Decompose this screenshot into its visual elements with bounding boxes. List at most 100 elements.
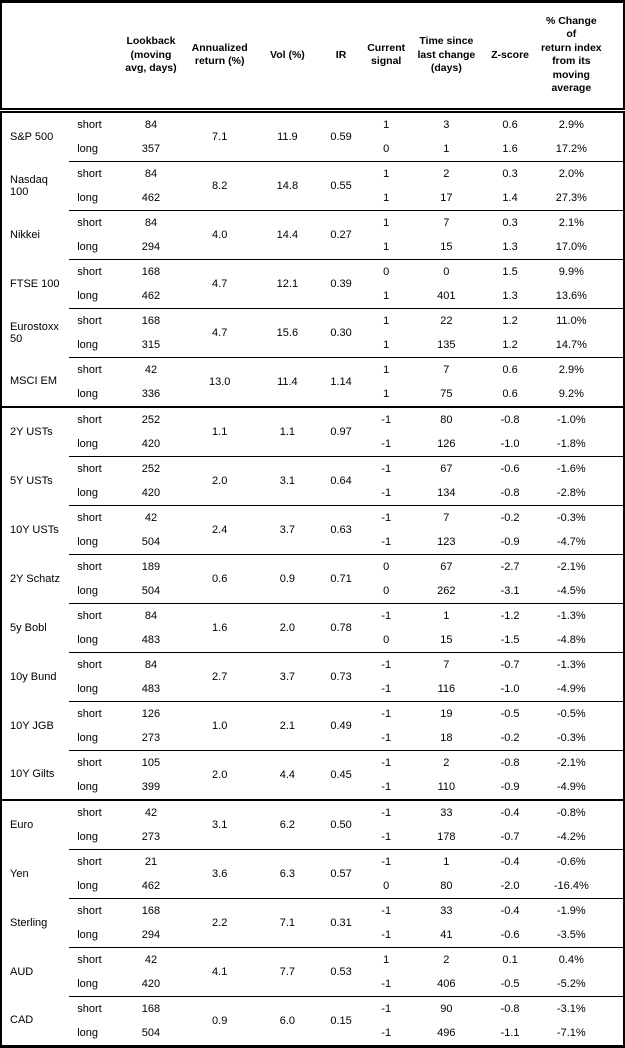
asset-row-long: long 273 -1 18 -0.2 -0.3%	[1, 726, 624, 751]
vol-value: 6.3	[254, 848, 320, 899]
annualized-return-value: 0.6	[184, 553, 255, 604]
z-score-value: 0.3	[482, 160, 538, 186]
asset-row-short: 10Y Gilts short 105 2.0 4.4 0.45 -1 2 -0.8 -2.1%	[1, 749, 624, 800]
asset-row-short: 10Y JGB short 126 1.0 2.1 0.49 -1 19 -0.5 -0.5%	[1, 700, 624, 751]
lookback-value: 252	[117, 455, 185, 481]
time-since-change-value: 17	[440, 191, 453, 204]
annualized-return-value: 2.4	[184, 504, 255, 555]
row-type-label: short	[69, 946, 118, 972]
pct-change-value: -2.1%	[537, 749, 624, 775]
row-type-label: short	[69, 356, 118, 382]
asset-row-short: 2Y Schatz short 189 0.6 0.9 0.71 0 67 -2.7 -2.1%	[1, 553, 624, 604]
time-since-change-value: 262	[437, 584, 456, 597]
z-score-value: -1.0	[500, 437, 520, 450]
time-since-change-value: 80	[410, 405, 483, 432]
row-type-label: long	[77, 879, 99, 892]
lookback-value: 420	[141, 977, 161, 990]
asset-column-header	[1, 1, 70, 113]
current-signal-value: -1	[362, 700, 411, 726]
time-since-change-value: 33	[410, 798, 483, 825]
row-type-label: short	[69, 749, 118, 775]
current-signal-value: -1	[381, 928, 392, 941]
vol-value: 4.4	[254, 749, 320, 800]
ir-value: 0.97	[319, 405, 363, 457]
asset-row-short: 2Y USTs short 252 1.1 1.1 0.97 -1 80 -0.8 -1.0%	[1, 405, 624, 457]
annualized-return-value: 13.0	[184, 356, 255, 407]
ir-value: 0.64	[319, 455, 363, 506]
lookback-value: 84	[117, 209, 185, 235]
header-row: Lookback (moving avg, days) Annualized re…	[1, 1, 624, 113]
asset-row-short: MSCI EM short 42 13.0 11.4 1.14 1 7 0.6 2.9%	[1, 356, 624, 407]
asset-name: AUD	[10, 965, 34, 978]
pct-change-value: -4.2%	[556, 830, 586, 843]
asset-row-short: Nasdaq 100 short 84 8.2 14.8 0.55 1 2 0.3 2.0%	[1, 160, 624, 211]
annualized-return-value: 1.6	[184, 602, 255, 653]
pct-change-value: -4.9%	[556, 780, 586, 793]
z-score-value: -0.9	[500, 780, 520, 793]
vol-value: 1.1	[254, 405, 320, 457]
pct-change-value: -1.3%	[537, 651, 624, 677]
pct-change-value: -2.1%	[537, 553, 624, 579]
vol-value: 2.0	[254, 602, 320, 653]
vol-value: 14.4	[254, 209, 320, 260]
ir-header: IR	[319, 1, 363, 113]
vol-value: 14.8	[254, 160, 320, 211]
pct-change-value: -3.5%	[556, 928, 586, 941]
asset-name: MSCI EM	[10, 375, 58, 388]
lookback-value: 483	[141, 633, 161, 646]
time-since-change-value: 134	[437, 486, 456, 499]
lookback-value: 168	[117, 897, 185, 923]
current-signal-value: 1	[362, 160, 411, 186]
pct-change-value: -7.1%	[556, 1026, 586, 1039]
asset-row-short: Euro short 42 3.1 6.2 0.50 -1 33 -0.4 -0.8%	[1, 798, 624, 850]
time-since-change-value: 18	[440, 731, 453, 744]
ir-value: 0.53	[319, 946, 363, 997]
row-type-label: short	[69, 798, 118, 825]
pct-change-value: -0.3%	[537, 504, 624, 530]
asset-name: Nasdaq 100	[10, 173, 48, 198]
time-since-change-value: 406	[437, 977, 456, 990]
time-since-change-value: 178	[437, 830, 456, 843]
asset-name: 10Y Gilts	[10, 768, 55, 781]
z-score-value: -0.9	[500, 535, 520, 548]
lookback-value: 252	[117, 405, 185, 432]
time-since-change-value: 3	[443, 118, 450, 131]
vol-value: 3.7	[254, 504, 320, 555]
lookback-value: 168	[117, 258, 185, 284]
vol-value: 6.0	[254, 995, 320, 1047]
time-since-change-value: 15	[440, 240, 453, 253]
current-signal-value: -1	[381, 682, 392, 695]
lookback-value: 105	[117, 749, 185, 775]
lookback-value: 504	[141, 535, 161, 548]
asset-row-long: long 483 0 15 -1.5 -4.8%	[1, 628, 624, 653]
pct-change-value: -4.5%	[556, 584, 586, 597]
asset-row-long: long 399 -1 110 -0.9 -4.9%	[1, 775, 624, 800]
vol-value: 6.2	[254, 798, 320, 850]
ir-value: 0.73	[319, 651, 363, 702]
time-since-change-value: 110	[437, 780, 456, 793]
asset-row-short: 5y Bobl short 84 1.6 2.0 0.78 -1 1 -1.2 -1.3%	[1, 602, 624, 653]
time-since-change-header: Time since last change (days)	[410, 1, 483, 113]
row-type-label: long	[77, 1026, 99, 1039]
z-score-value: 1.2	[502, 338, 518, 351]
time-since-change-value: 2	[410, 946, 483, 972]
lookback-value: 462	[141, 289, 161, 302]
pct-change-value: -0.3%	[556, 731, 586, 744]
lookback-value: 357	[141, 142, 161, 155]
asset-row-long: long 294 -1 41 -0.6 -3.5%	[1, 923, 624, 948]
ir-value: 0.78	[319, 602, 363, 653]
time-since-change-value: 7	[410, 651, 483, 677]
lookback-value: 462	[141, 191, 161, 204]
pct-change-value: -2.8%	[556, 486, 586, 499]
asset-row-long: long 483 -1 116 -1.0 -4.9%	[1, 677, 624, 702]
annualized-return-value: 2.0	[184, 749, 255, 800]
row-type-label: short	[69, 209, 118, 235]
asset-row-long: long 357 0 1 1.6 17.2%	[1, 137, 624, 162]
pct-change-value: 9.2%	[558, 387, 584, 400]
pct-change-value: -5.2%	[556, 977, 586, 990]
z-score-value: -1.5	[500, 633, 520, 646]
current-signal-value: -1	[362, 897, 411, 923]
row-type-label: short	[69, 897, 118, 923]
ir-value: 0.45	[319, 749, 363, 800]
